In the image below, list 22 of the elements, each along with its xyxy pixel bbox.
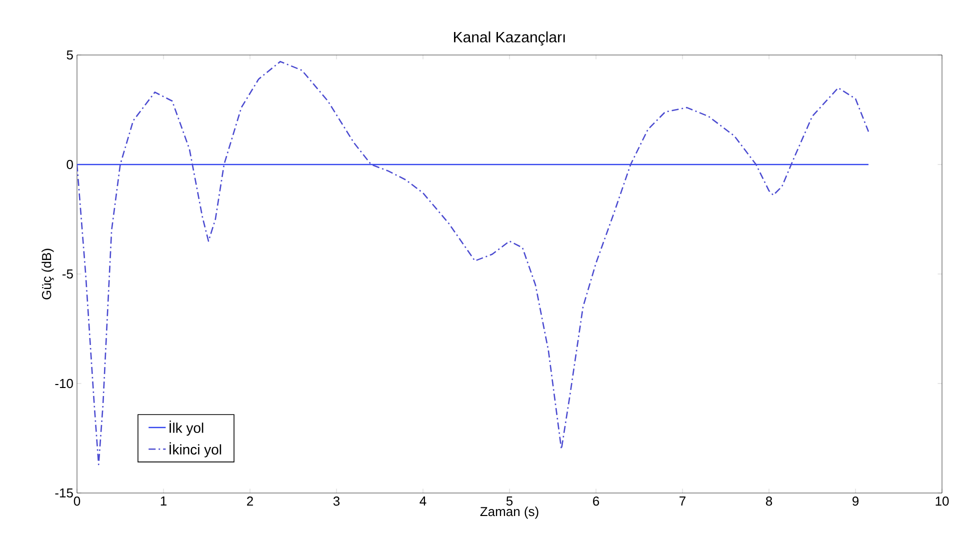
- x-axis-title: Zaman (s): [480, 506, 538, 519]
- x-tick-label: 8: [766, 496, 772, 506]
- line-series: [77, 60, 870, 466]
- x-tick-label: 10: [936, 496, 949, 506]
- y-tick-label: -15: [55, 488, 73, 498]
- x-tick-label: 6: [593, 496, 600, 506]
- x-tick-label: 5: [506, 496, 513, 506]
- legend-label: İlk yol: [170, 420, 204, 436]
- x-tick-label: 3: [333, 496, 340, 506]
- x-tick-label: 1: [160, 496, 166, 506]
- x-tick-label: 2: [247, 496, 253, 506]
- chart-title: Kanal Kazançları: [454, 31, 565, 46]
- x-tick-label: 0: [74, 496, 80, 506]
- x-tick-label: 4: [420, 496, 426, 506]
- y-tick-label: -5: [62, 269, 73, 279]
- y-tick-label: 5: [66, 50, 73, 60]
- y-tick-label: 0: [66, 160, 73, 170]
- y-axis-title: Güç (dB): [42, 248, 54, 300]
- x-tick-label: 7: [680, 496, 686, 506]
- legend-label: İkinci yol: [170, 442, 222, 458]
- x-tick-label: 9: [852, 496, 859, 506]
- y-tick-label: -10: [55, 378, 73, 388]
